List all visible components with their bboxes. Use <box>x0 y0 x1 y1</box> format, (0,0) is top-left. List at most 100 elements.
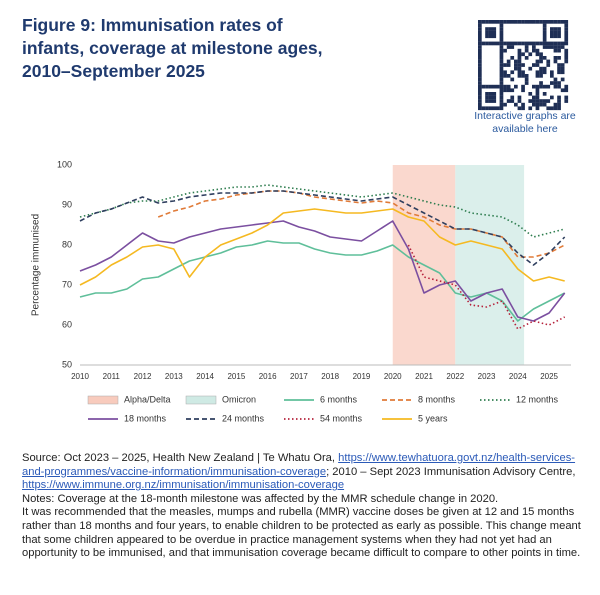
legend-label: 5 years <box>418 413 448 423</box>
qr-cell <box>506 41 511 46</box>
qr-cell <box>499 70 504 75</box>
qr-cell <box>539 99 543 103</box>
qr-cell <box>535 84 540 89</box>
qr-cell <box>499 95 504 100</box>
qr-cell <box>510 99 515 103</box>
qr-cell <box>524 56 529 60</box>
qr-cell <box>535 52 540 57</box>
x-tick-label: 2013 <box>165 372 183 381</box>
qr-cell <box>499 102 504 107</box>
qr-cell <box>535 59 540 64</box>
qr-cell <box>503 74 507 78</box>
x-tick-label: 2025 <box>540 372 558 381</box>
qr-cell <box>553 77 558 82</box>
qr-cell <box>478 34 482 39</box>
qr-cell <box>481 106 486 111</box>
qr-cell <box>532 20 536 24</box>
legend-label: 6 months <box>320 394 358 404</box>
qr-cell <box>539 52 543 57</box>
qr-cell <box>506 84 511 89</box>
qr-cell <box>553 81 558 85</box>
qr-cell <box>557 30 561 35</box>
qr-cell <box>514 41 518 46</box>
qr-cell <box>553 59 558 64</box>
qr-cell <box>499 38 504 42</box>
qr-cell <box>532 84 536 89</box>
qr-cell <box>535 92 540 96</box>
qr-cell <box>514 66 518 71</box>
qr-cell <box>557 84 561 89</box>
qr-cell <box>478 74 482 78</box>
qr-cell <box>553 102 558 107</box>
qr-cell <box>539 66 543 71</box>
qr-cell <box>557 99 561 103</box>
qr-cell <box>546 41 551 46</box>
qr-cell <box>510 20 515 24</box>
qr-cell <box>542 20 547 24</box>
x-tick-label: 2017 <box>290 372 308 381</box>
qr-cell <box>542 92 547 96</box>
qr-cell <box>557 66 561 71</box>
qr-cell <box>499 41 504 46</box>
qr-cell <box>539 59 543 64</box>
qr-cell <box>510 88 515 93</box>
qr-cell <box>496 84 500 89</box>
qr-cell <box>499 88 504 93</box>
qr-cell <box>485 92 489 96</box>
qr-cell <box>550 45 554 49</box>
qr-cell <box>488 99 493 103</box>
qr-cell <box>532 45 536 49</box>
x-tick-label: 2022 <box>446 372 464 381</box>
series-line <box>79 220 566 322</box>
qr-cell <box>485 41 489 46</box>
qr-cell <box>492 95 497 100</box>
qr-cell <box>535 63 540 67</box>
qr-cell <box>528 41 533 46</box>
legend-swatch <box>185 395 217 405</box>
qr-cell <box>524 45 529 49</box>
qr-cell <box>478 66 482 71</box>
qr-cell <box>560 88 565 93</box>
qr-cell <box>503 20 507 24</box>
qr-cell <box>524 74 529 78</box>
qr-cell <box>478 52 482 57</box>
qr-cell <box>521 88 525 93</box>
qr-cell <box>478 20 482 24</box>
qr-cell <box>535 70 540 75</box>
qr-cell <box>539 20 543 24</box>
qr-cell <box>506 88 511 93</box>
qr-cell <box>478 84 482 89</box>
qr-cell <box>499 92 504 96</box>
qr-cell <box>499 30 504 35</box>
y-tick-label: 100 <box>57 159 72 169</box>
qr-cell <box>510 70 515 75</box>
link[interactable]: https://www.immune.org.nz/immunisation/i… <box>22 479 345 492</box>
qr-cell <box>488 84 493 89</box>
qr-cell <box>524 77 529 82</box>
y-tick-label: 70 <box>62 279 72 289</box>
qr-cell <box>492 92 497 96</box>
qr-cell <box>524 20 529 24</box>
qr-cell <box>564 84 569 89</box>
qr-cell <box>517 99 522 103</box>
qr-cell <box>557 41 561 46</box>
qr-cell <box>550 106 554 111</box>
qr-cell <box>488 30 493 35</box>
link[interactable]: https://www.tewhatuora.govt.nz/health-se… <box>22 452 576 478</box>
qr-cell <box>503 84 507 89</box>
qr-cell <box>488 20 493 24</box>
qr-cell <box>517 59 522 64</box>
qr-cell <box>488 27 493 31</box>
qr-cell <box>488 34 493 39</box>
qr-cell <box>517 74 522 78</box>
x-tick-label: 2010 <box>71 372 89 381</box>
qr-cell <box>564 52 569 57</box>
qr-cell <box>535 41 540 46</box>
qr-cell <box>478 63 482 67</box>
qr-cell <box>524 81 529 85</box>
shaded-period <box>455 165 525 365</box>
qr-cell <box>553 41 558 46</box>
qr-cell <box>517 20 522 24</box>
qr-cell <box>557 70 561 75</box>
